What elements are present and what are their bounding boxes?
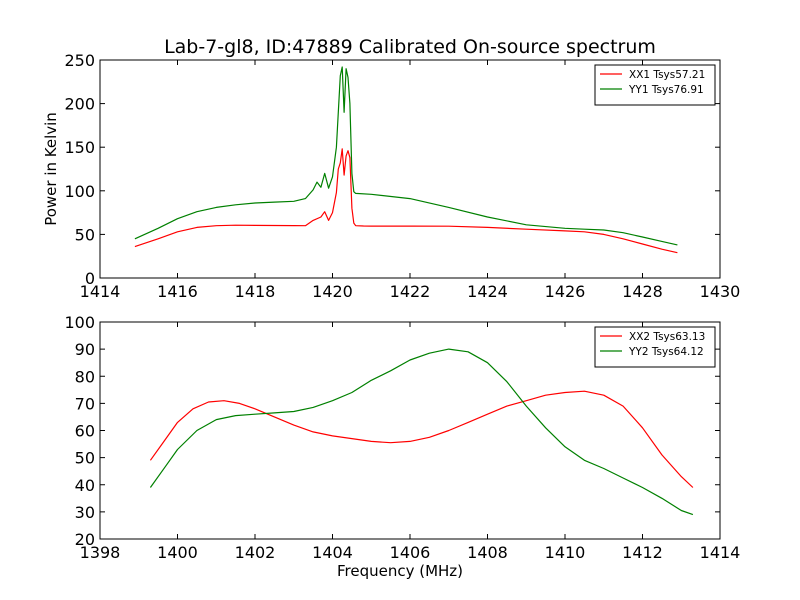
panel-2: 1398 1400 1402 1404 1406 1408 1410 1412 1414 20 30…: [64, 313, 740, 580]
legend-label: YY2 Tsys64.12: [628, 346, 704, 358]
panel-1: 1414 1416 1418 1420 1422 1424 1426 1428 1430 0 50 1…: [42, 51, 740, 301]
x-tick-label: 1422: [390, 282, 431, 301]
series-line-1-1: [134, 148, 678, 254]
x-tick-label: 1404: [312, 543, 353, 562]
x-tick-label: 1430: [700, 282, 741, 301]
y-tick-label: 80: [75, 367, 95, 386]
y-tick-label: 70: [75, 394, 95, 413]
series-line-1-2: [134, 66, 678, 246]
x-tick-label: 1402: [235, 543, 276, 562]
x-tick-label: 1412: [622, 543, 663, 562]
legend-label: XX2 Tsys63.13: [629, 331, 705, 343]
y-tick-label: 50: [75, 449, 95, 468]
x-tick-label: 1414: [80, 282, 121, 301]
legend-label: YY1 Tsys76.91: [628, 84, 704, 96]
x-tick-label: 1420: [312, 282, 353, 301]
x-tick-label: 1408: [467, 543, 508, 562]
x-tick-label: 1406: [390, 543, 431, 562]
y-axis-label: Power in Kelvin: [42, 112, 60, 226]
y-tick-label: 100: [64, 313, 95, 332]
y-tick-label: 250: [64, 51, 95, 70]
y-tick-label: 100: [64, 182, 95, 201]
x-axis-label: Frequency (MHz): [337, 562, 463, 580]
chart-title: Lab-7-gl8, ID:47889 Calibrated On-source…: [164, 36, 656, 58]
x-tick-label: 1424: [467, 282, 508, 301]
y-tick-label: 20: [75, 530, 95, 549]
legend-box: [594, 64, 716, 106]
y-tick-label: 40: [75, 476, 95, 495]
x-tick-label: 1428: [622, 282, 663, 301]
x-tick-label: 1410: [545, 543, 586, 562]
x-tick-label: 1426: [545, 282, 586, 301]
y-tick-label: 50: [75, 225, 95, 244]
x-tick-label: 1418: [235, 282, 276, 301]
y-tick-label: 150: [64, 138, 95, 157]
panels: 1414 1416 1418 1420 1422 1424 1426 1428 14300501…: [42, 51, 740, 580]
x-tick-label: 1400: [157, 543, 198, 562]
legend-box: [594, 326, 716, 368]
y-tick-label: 200: [64, 95, 95, 114]
x-tick-label: 1414: [700, 543, 741, 562]
x-tick-label: 1398: [80, 543, 121, 562]
y-tick-label: 30: [75, 503, 95, 522]
y-tick-label: 90: [75, 340, 95, 359]
x-tick-label: 1416: [157, 282, 198, 301]
series-line-2-1: [149, 390, 694, 488]
series-line-2-2: [149, 348, 694, 516]
legend-label: XX1 Tsys57.21: [629, 69, 705, 81]
y-tick-label: 60: [75, 422, 95, 441]
y-tick-label: 0: [85, 269, 95, 288]
